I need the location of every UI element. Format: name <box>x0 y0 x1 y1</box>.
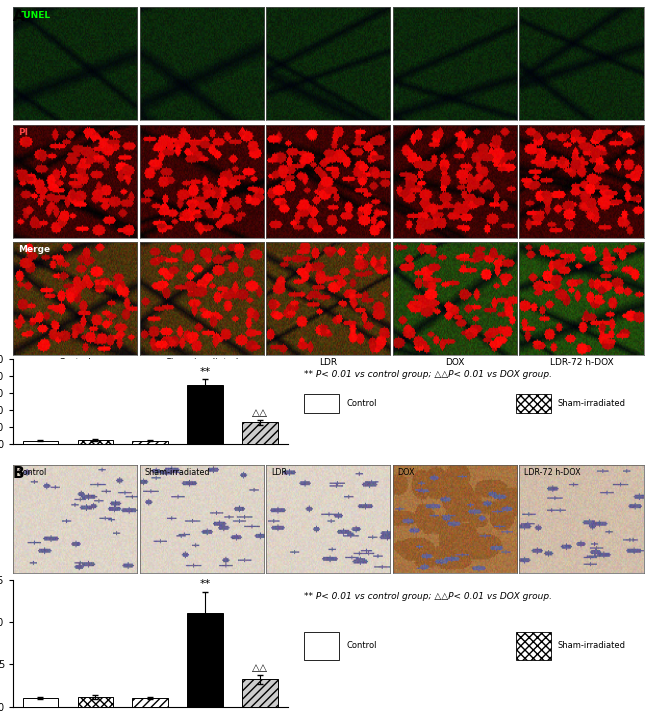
X-axis label: Control: Control <box>58 358 92 367</box>
X-axis label: DOX: DOX <box>445 358 465 367</box>
Text: Merge: Merge <box>18 245 50 255</box>
Text: Control: Control <box>18 468 47 477</box>
Bar <box>133 698 168 707</box>
Bar <box>187 614 223 707</box>
X-axis label: Sham-irradiated: Sham-irradiated <box>165 358 239 367</box>
Text: △△: △△ <box>252 408 268 418</box>
Bar <box>516 394 551 413</box>
Text: △△: △△ <box>252 663 268 673</box>
Bar <box>77 440 113 444</box>
Text: **: ** <box>200 367 211 377</box>
Text: Control: Control <box>346 399 377 408</box>
Text: TUNEL: TUNEL <box>18 11 51 19</box>
Bar <box>133 441 168 444</box>
Text: Sham-irradiated: Sham-irradiated <box>558 641 626 650</box>
Text: Sham-irradiated: Sham-irradiated <box>144 468 210 477</box>
Bar <box>77 697 113 707</box>
Text: PI: PI <box>18 128 28 137</box>
Text: Sham-irradiated: Sham-irradiated <box>558 399 626 408</box>
X-axis label: LDR-72 h-DOX: LDR-72 h-DOX <box>549 358 613 367</box>
Bar <box>23 698 58 707</box>
Text: A: A <box>13 9 25 24</box>
Bar <box>187 385 223 444</box>
Text: DOX: DOX <box>398 468 415 477</box>
Text: LDR: LDR <box>271 468 287 477</box>
Bar <box>242 679 278 707</box>
Text: ** P< 0.01 vs control group; △△P< 0.01 vs DOX group.: ** P< 0.01 vs control group; △△P< 0.01 v… <box>304 370 552 379</box>
Bar <box>304 632 339 660</box>
Text: ** P< 0.01 vs control group; △△P< 0.01 vs DOX group.: ** P< 0.01 vs control group; △△P< 0.01 v… <box>304 593 552 601</box>
Bar <box>304 394 339 413</box>
X-axis label: LDR: LDR <box>319 358 337 367</box>
Text: **: ** <box>200 579 211 589</box>
Text: LDR-72 h-DOX: LDR-72 h-DOX <box>524 468 581 477</box>
Bar <box>516 632 551 660</box>
Bar <box>23 441 58 444</box>
Bar <box>242 423 278 444</box>
Text: B: B <box>13 466 25 481</box>
Text: Control: Control <box>346 641 377 650</box>
